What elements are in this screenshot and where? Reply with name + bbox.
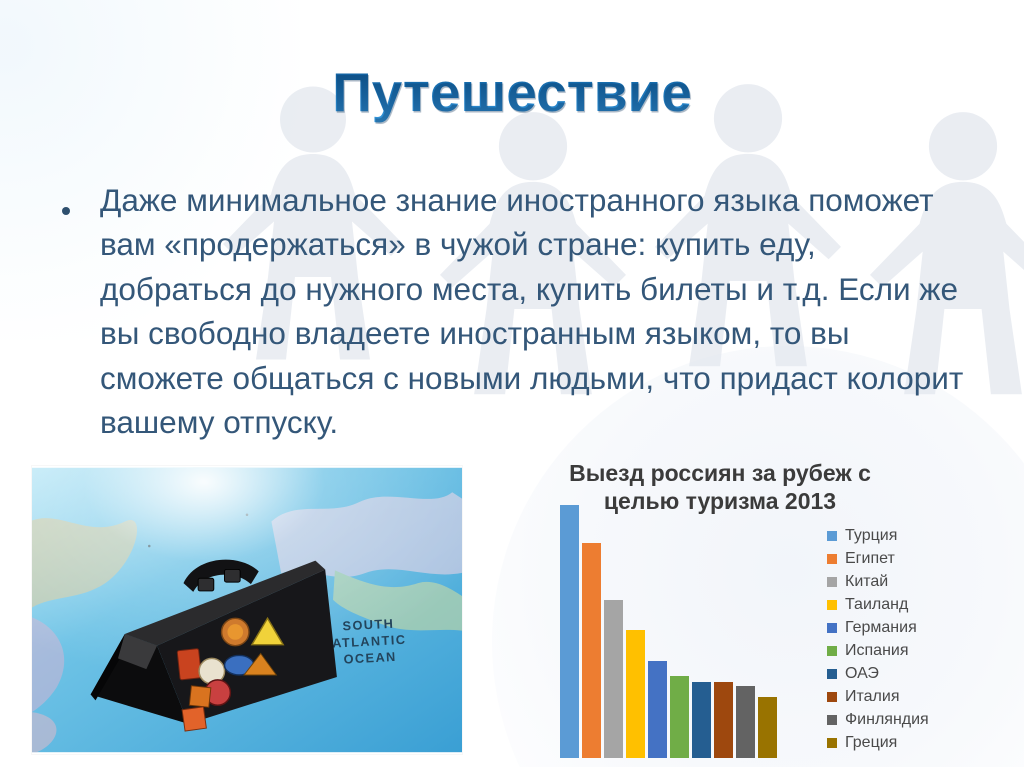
- svg-text:SOUTH: SOUTH: [342, 617, 394, 634]
- svg-text:OCEAN: OCEAN: [343, 650, 397, 667]
